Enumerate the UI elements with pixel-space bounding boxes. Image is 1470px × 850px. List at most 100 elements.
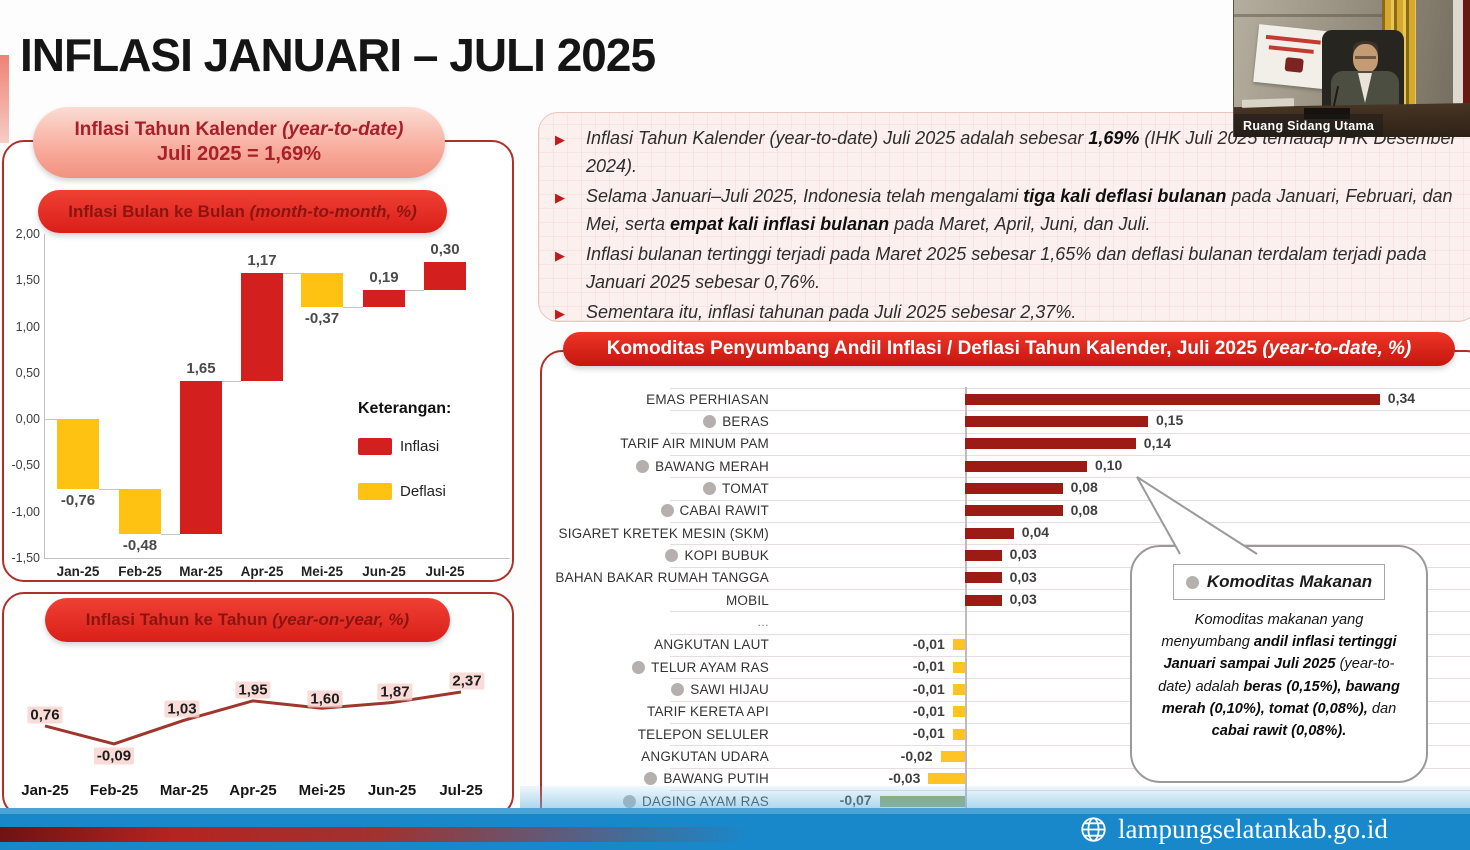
globe-icon: [1081, 817, 1106, 842]
commodity-bar: [965, 594, 1002, 606]
commodity-label-sigaret-kretek-mesin-skm-: SIGARET KRETEK MESIN (SKM): [542, 524, 769, 542]
ytd-banner-line1: Inflasi Tahun Kalender (year-to-date): [74, 119, 404, 140]
bullet-item: ▶ Selama Januari–Juli 2025, Indonesia tel…: [553, 183, 1459, 238]
commodity-label-text: ANGKUTAN UDARA: [641, 749, 769, 765]
webcam-red-curtain: [1463, 0, 1470, 110]
commodity-label-angkutan-udara: ANGKUTAN UDARA: [542, 748, 769, 766]
commodity-bar: [965, 482, 1063, 494]
commodity-label-text: CABAI RAWIT: [679, 503, 769, 519]
commodity-bar: [965, 415, 1148, 427]
waterfall-value-label: -0,76: [60, 492, 96, 510]
commodity-label-kopi-bubuk: KOPI BUBUK: [542, 546, 769, 564]
commodity-label-text: SIGARET KRETEK MESIN (SKM): [558, 525, 769, 541]
yoy-value-label: 1,03: [164, 700, 200, 718]
y-axis-tick: 2,00: [15, 227, 40, 241]
waterfall-bar-Jun-25: [363, 289, 405, 308]
y-axis-tick: -1,00: [11, 504, 41, 519]
text-segment: 1,69%: [1088, 128, 1140, 148]
commodity-value-label: 0,03: [1009, 568, 1037, 585]
banner-text-line: [1265, 34, 1321, 45]
yoy-value-label: 0,76: [27, 706, 63, 724]
commodity-label-sawi-hijau: SAWI HIJAU: [542, 681, 769, 699]
commodity-value-label: 0,14: [1143, 434, 1172, 451]
legend-item-Inflasi: Inflasi: [358, 438, 439, 455]
y-axis-tick: -0,50: [11, 458, 41, 473]
x-axis-label: Mar-25: [159, 782, 209, 799]
y-axis-line: [44, 234, 45, 558]
commodity-label-beras: BERAS: [542, 412, 769, 430]
yoy-value-label: 1,95: [235, 681, 271, 699]
left-accent-bar: [0, 55, 9, 143]
commodity-label-tarif-air-minum-pam: TARIF AIR MINUM PAM: [542, 435, 769, 453]
x-axis-label: Mar-25: [179, 564, 223, 579]
gridline: [670, 477, 1470, 479]
waterfall-connector: [99, 489, 119, 491]
legend-item-Deflasi: Deflasi: [358, 483, 446, 500]
gridline: [670, 633, 1470, 635]
page-title: INFLASI JANUARI – JULI 2025: [20, 29, 656, 81]
text-segment: Inflasi bulanan tertinggi terjadi pada M…: [586, 244, 1427, 292]
yoy-value-label: 2,37: [449, 672, 485, 690]
row-ellipsis: …: [757, 614, 769, 629]
commodity-bar: [965, 549, 1002, 561]
banner-emblem: [1284, 57, 1304, 73]
commodity-label-text: BERAS: [722, 413, 769, 429]
x-axis-label: Jul-25: [439, 782, 483, 799]
commodity-label-tomat: TOMAT: [542, 479, 769, 497]
waterfall-value-label: 0,19: [369, 268, 399, 286]
waterfall-value-label: -0,37: [304, 310, 340, 328]
gridline: [670, 432, 1470, 434]
yoy-value-label: -0,09: [93, 747, 135, 765]
webcam-room-label: Ruang Sidang Utama: [1234, 114, 1384, 137]
x-axis-label: Apr-25: [229, 782, 277, 799]
commodity-label-telepon-seluler: TELEPON SELULER: [542, 725, 769, 743]
commodity-bar: [952, 661, 965, 673]
commodity-bar: [952, 728, 965, 740]
waterfall-bar-Jul-25: [424, 261, 466, 290]
webcam-video-tile[interactable]: Ruang Sidang Utama: [1233, 0, 1470, 137]
commodity-value-label: -0,01: [912, 680, 945, 697]
banner-text-line: [1268, 45, 1314, 54]
bullet-marker-icon: ▶: [555, 306, 565, 321]
y-axis-tick: 0,50: [15, 365, 40, 380]
x-axis-label: Jan-25: [21, 782, 69, 799]
food-marker-icon: [665, 548, 679, 562]
commodity-label-text: ANGKUTAN LAUT: [654, 637, 769, 653]
commodity-label-text: TOMAT: [722, 480, 769, 496]
commodity-bar: [965, 438, 1136, 450]
y-axis-tick: 1,00: [15, 319, 40, 334]
yoy-line-plot: [44, 690, 462, 746]
food-marker-icon: [1185, 575, 1199, 589]
text-segment: andil inflasi tertinggi Januari sampai J…: [1163, 634, 1397, 673]
waterfall-connector: [283, 272, 301, 274]
text-segment: empat kali inflasi bulanan: [670, 213, 890, 234]
footer-tint-band: [520, 786, 1470, 808]
bullet-item: ▶ Inflasi Tahun Kalender (year-to-date) J…: [553, 125, 1459, 180]
callout-header: Komoditas Makanan: [1173, 564, 1385, 600]
legend-swatch: [358, 483, 392, 500]
gridline: [670, 767, 1470, 769]
waterfall-value-label: 1,17: [247, 251, 277, 269]
x-axis-line: [44, 557, 510, 559]
ytd-inflation-banner: Inflasi Tahun Kalender (year-to-date) Ju…: [33, 107, 445, 178]
text-segment: tiga kali deflasi bulanan: [1023, 186, 1227, 206]
waterfall-connector: [343, 307, 363, 309]
commodity-value-label: 0,08: [1070, 479, 1098, 496]
yoy-line: [44, 690, 462, 746]
commodity-bar: [952, 706, 965, 718]
text-segment: Sementara itu, inflasi tahunan pada Juli…: [586, 302, 1077, 322]
text-segment: Inflasi Tahun Kalender (year-to-date) Ju…: [586, 128, 1089, 148]
bullet-marker-icon: ▶: [555, 132, 565, 147]
commodity-value-label: 0,15: [1156, 412, 1184, 429]
yoy-value-label: 1,87: [377, 683, 413, 701]
year-on-year-chart-title: Inflasi Tahun ke Tahun (year-on-year, %): [45, 598, 450, 642]
commodity-label-bahan-bakar-rumah-tangga: BAHAN BAKAR RUMAH TANGGA: [542, 569, 769, 587]
food-marker-icon: [703, 414, 717, 428]
commodity-bar: [952, 684, 965, 696]
text-segment: Komoditas makanan yang menyumbang: [1161, 612, 1364, 651]
waterfall-bar-Mei-25: [301, 272, 343, 308]
footer-red-stripe: [0, 827, 790, 842]
callout-body-text: Komoditas makanan yang menyumbang andil …: [1132, 609, 1426, 742]
text-segment: pada Maret, April, Juni, dan Juli.: [889, 213, 1151, 234]
webcam-door-frame: [1453, 0, 1463, 110]
